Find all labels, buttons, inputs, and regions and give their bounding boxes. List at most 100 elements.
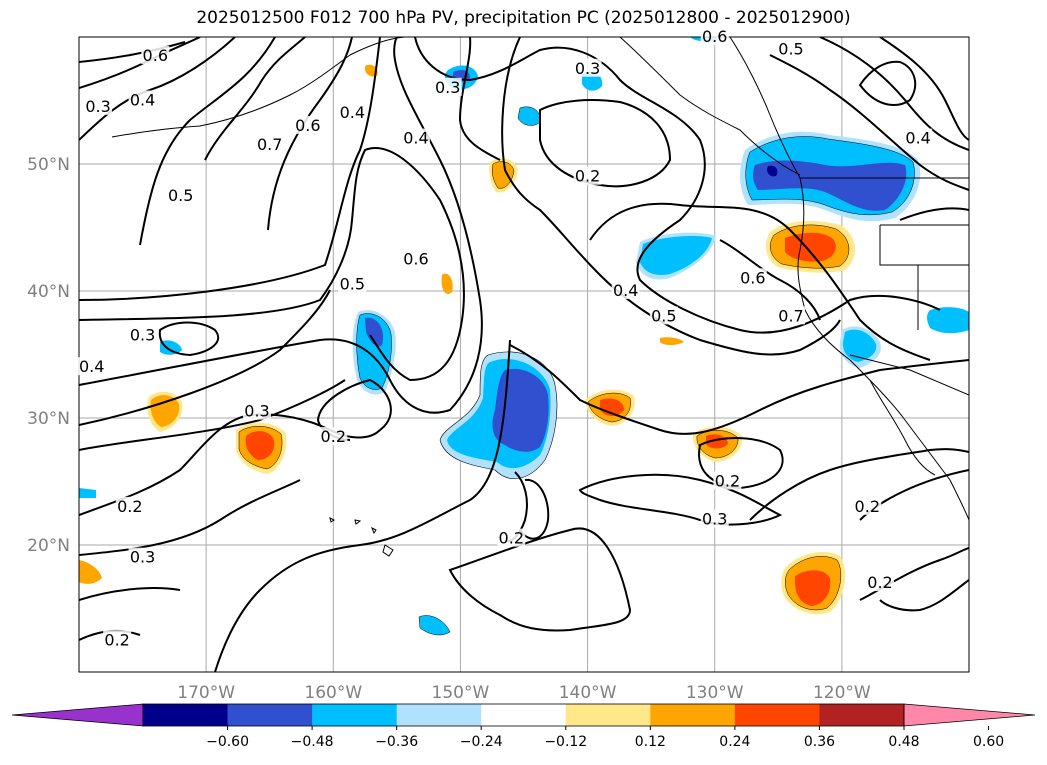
island-hawaii <box>329 517 394 557</box>
pv-contour <box>719 239 821 321</box>
chart-title: 2025012500 F012 700 hPa PV, precipitatio… <box>196 8 851 28</box>
contour-labels: 0.6 0.3 0.4 0.7 0.6 0.5 0.4 0.3 0.4 0.6 0.5 0.3 0.2 0… <box>77 27 933 649</box>
contour-label-bg <box>573 58 602 77</box>
precip-blob-pos <box>491 161 515 189</box>
coastline-us-west <box>797 177 969 521</box>
pv-contour <box>79 479 301 556</box>
lon-label: 150°W <box>432 683 490 703</box>
lon-label: 130°W <box>686 683 744 703</box>
contour-label-bg <box>84 96 113 115</box>
pv-contour <box>79 37 483 414</box>
coastline-bc <box>729 37 801 179</box>
contour-label-bg <box>700 509 729 528</box>
contour-label-bg <box>319 427 348 446</box>
contour-label: 0.7 <box>257 135 282 154</box>
contour-label-bg <box>713 471 742 490</box>
contour-label: 0.2 <box>575 167 600 186</box>
precip-blob-neg <box>418 615 451 636</box>
contour-label: 0.6 <box>403 249 428 268</box>
contour-label-bg <box>77 357 106 376</box>
precip-blob-neg <box>753 160 907 211</box>
contour-label-bg <box>128 547 157 566</box>
contour-label-bg <box>293 115 322 134</box>
contour-label: 0.4 <box>905 129 930 148</box>
colorbar-segment <box>227 704 313 726</box>
border-us-mexico <box>849 354 969 396</box>
pv-contour <box>769 54 969 191</box>
colorbar-segment <box>565 704 651 726</box>
contour-label: 0.5 <box>168 186 193 205</box>
colorbar-segment <box>650 704 736 726</box>
pv-contour <box>79 587 181 601</box>
contour-label: 0.3 <box>130 325 155 344</box>
contour-label: 0.3 <box>130 548 155 567</box>
lat-label: 50°N <box>27 155 70 175</box>
precip-blob-neg <box>842 329 877 362</box>
pv-contour <box>519 478 550 540</box>
colorbar-tick-label: 0.48 <box>888 734 919 750</box>
lon-label: 170°W <box>177 683 235 703</box>
contour-label-bg <box>777 39 805 58</box>
pv-contour <box>698 437 784 490</box>
pv-contour <box>578 473 783 526</box>
contour-label: 0.4 <box>79 357 104 376</box>
contour-label: 0.2 <box>499 529 524 548</box>
contour-label: 0.2 <box>321 427 346 446</box>
coastline-alaska <box>111 37 406 138</box>
precip-positive-shading <box>79 64 856 615</box>
precip-blob-neg <box>927 307 969 334</box>
pv-contour <box>749 448 969 521</box>
contour-label: 0.4 <box>130 91 155 110</box>
contour-label-bg <box>573 166 602 185</box>
pv-contour <box>458 37 501 161</box>
coastlines <box>111 37 969 557</box>
contour-label: 0.4 <box>340 103 365 122</box>
colorbar: −0.60 −0.48 −0.36 −0.24 −0.12 0.12 0.24 0.36 0.4… <box>11 703 1036 750</box>
colorbar-segment <box>396 704 482 726</box>
pv-contour <box>79 289 331 426</box>
colorbar-segment <box>312 704 398 726</box>
contour-label: 0.6 <box>295 116 320 135</box>
colorbar-extend-right <box>903 703 1036 727</box>
contour-label: 0.2 <box>867 573 892 592</box>
contour-label: 0.6 <box>702 27 727 46</box>
contour-label: 0.2 <box>855 497 880 516</box>
pv-contour <box>79 37 381 301</box>
coastline-alaska-panhandle <box>619 37 801 176</box>
contour-label-bg <box>128 325 157 344</box>
contour-label: 0.2 <box>117 497 142 516</box>
lat-label: 30°N <box>27 409 70 429</box>
precip-blob-neg <box>365 317 384 347</box>
pv-contour <box>139 37 276 246</box>
pv-contour <box>79 147 465 382</box>
pv-contour <box>214 339 511 672</box>
precip-blob-neg <box>767 165 778 177</box>
lat-label: 20°N <box>27 536 70 556</box>
precip-blob-pos <box>785 232 836 262</box>
precip-blob-pos <box>441 273 453 295</box>
lon-label: 160°W <box>304 683 362 703</box>
contour-label-bg <box>255 134 284 153</box>
colorbar-tick-label: −0.24 <box>460 734 503 750</box>
pv-contour <box>879 37 969 141</box>
pv-contour <box>858 60 917 106</box>
lon-label: 120°W <box>813 683 871 703</box>
pv-contour <box>819 37 969 151</box>
colorbar-tick-label: 0.24 <box>719 734 750 750</box>
contour-label: 0.4 <box>403 129 428 148</box>
precip-blob-pos <box>794 570 831 606</box>
pv-contour <box>539 99 672 188</box>
pv-contour <box>414 37 941 334</box>
contour-label-bg <box>128 90 157 109</box>
contour-label: 0.7 <box>778 306 803 325</box>
contour-label: 0.3 <box>244 402 269 421</box>
colorbar-tick-label: −0.12 <box>544 734 587 750</box>
colorbar-segment <box>481 704 567 726</box>
precip-blob-neg <box>160 340 182 355</box>
colorbar-tick-label: −0.60 <box>206 734 249 750</box>
contour-label-bg <box>738 268 767 287</box>
contour-label: 0.3 <box>575 59 600 78</box>
contour-label: 0.5 <box>651 306 676 325</box>
pv-contour <box>204 37 306 161</box>
contour-label-bg <box>497 528 526 547</box>
